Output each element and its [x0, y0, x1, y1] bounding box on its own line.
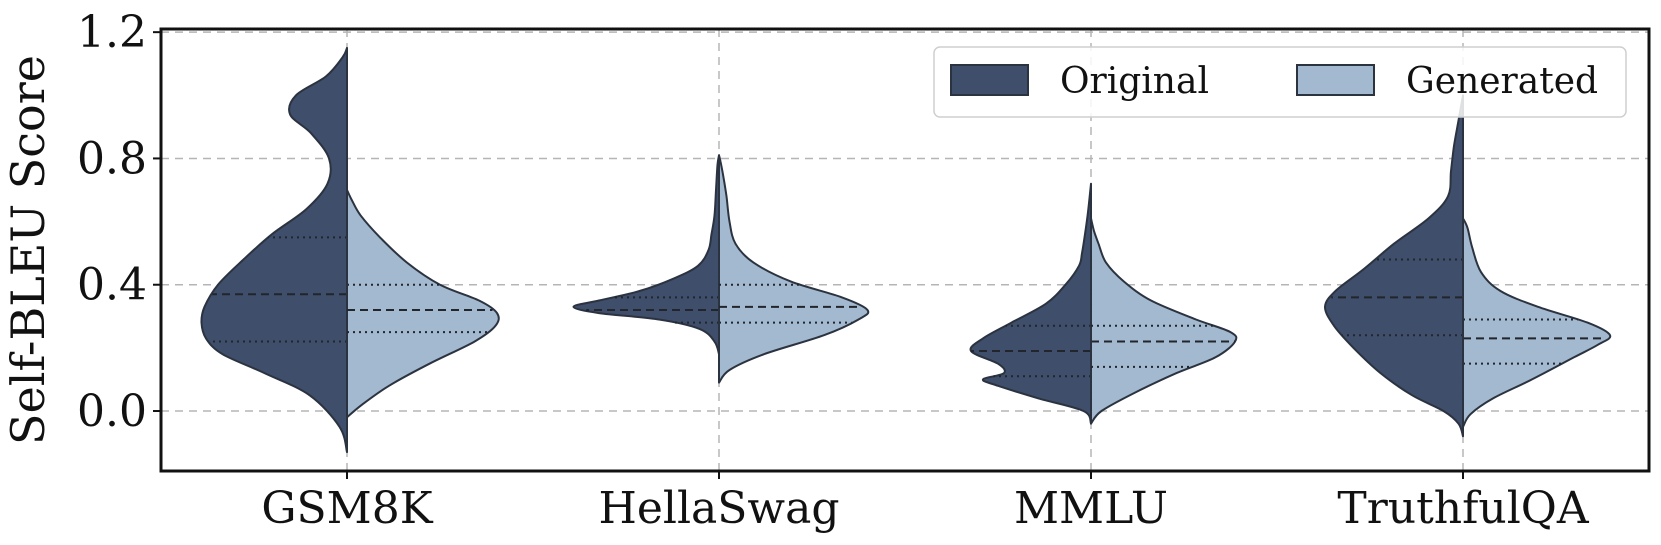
- violin-original-0: [200, 46, 348, 454]
- violin-generated-2: [1090, 217, 1238, 425]
- y-axis: 0.0 0.4 0.8 1.2: [77, 7, 161, 437]
- legend-label-generated: Generated: [1406, 61, 1598, 102]
- violin-plot-area: [200, 46, 1612, 454]
- violin-original-1: [572, 154, 720, 356]
- violin-original-3: [1323, 94, 1464, 438]
- y-tick-label: 1.2: [77, 7, 147, 58]
- x-tick-label: GSM8K: [261, 483, 433, 534]
- y-tick-label: 0.0: [77, 386, 147, 437]
- violin-generated-1: [718, 154, 870, 384]
- violin-original-2: [969, 182, 1092, 425]
- y-tick-label: 0.4: [77, 260, 147, 311]
- x-tick-label: HellaSwag: [599, 483, 840, 534]
- x-tick-label: TruthfulQA: [1337, 483, 1590, 534]
- legend: Original Generated: [933, 46, 1627, 118]
- y-axis-title: Self-BLEU Score: [1, 55, 55, 445]
- legend-swatch-original: [950, 64, 1029, 96]
- legend-box: [933, 46, 1627, 118]
- y-tick-label: 0.8: [77, 133, 147, 184]
- legend-swatch-generated: [1296, 64, 1375, 96]
- violin-generated-3: [1462, 217, 1612, 428]
- violin-generated-0: [346, 189, 500, 419]
- x-tick-label: MMLU: [1014, 483, 1168, 534]
- x-axis: GSM8K HellaSwag MMLU TruthfulQA: [261, 471, 1590, 534]
- legend-label-original: Original: [1060, 61, 1209, 102]
- plot-frame: [159, 27, 1651, 473]
